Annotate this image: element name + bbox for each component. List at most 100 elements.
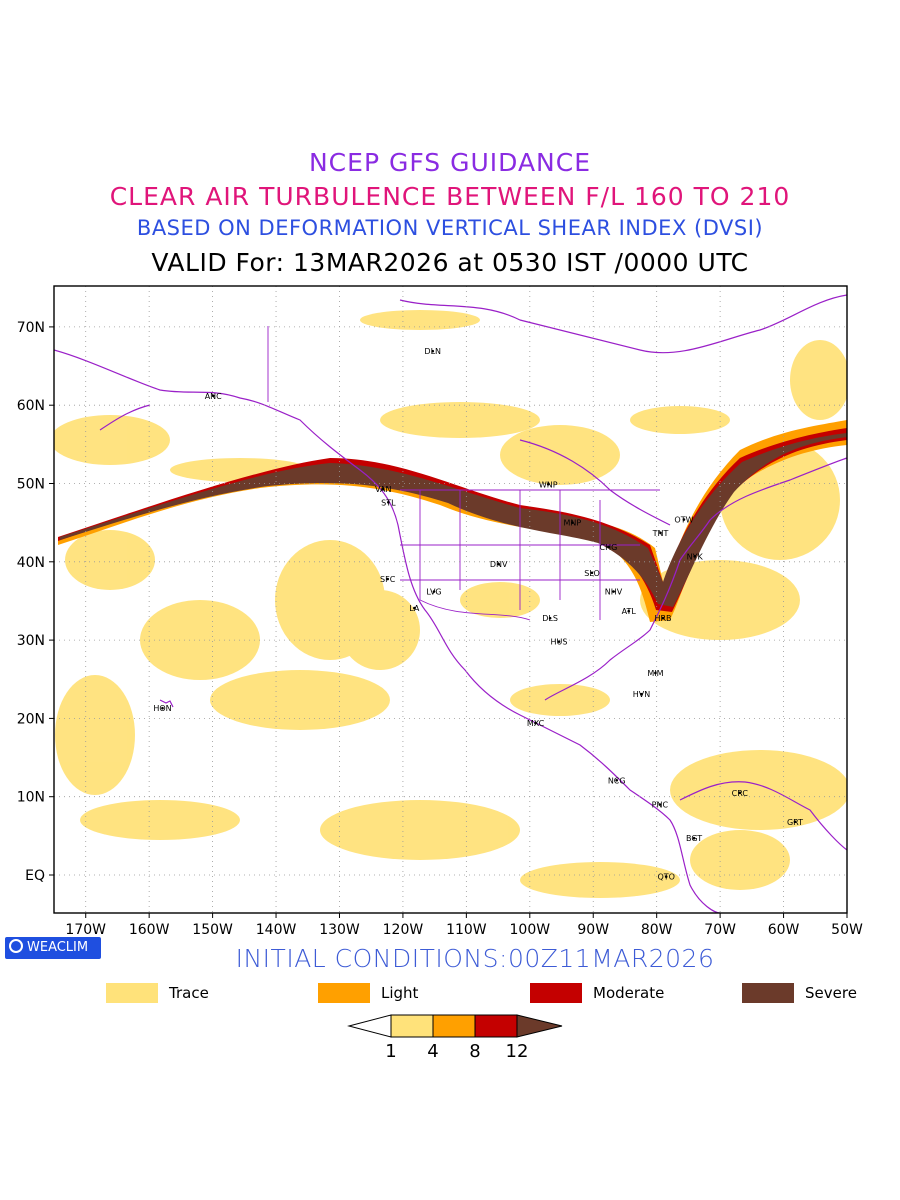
lon-label: 170W	[65, 922, 106, 938]
lon-label: 120W	[383, 922, 424, 938]
city-dot	[387, 500, 390, 504]
city-label-nyk: NYK	[687, 552, 704, 561]
colorbar-lower-arrow	[347, 1014, 392, 1038]
city-dot	[497, 562, 501, 566]
city-label-atl: ATL	[622, 607, 637, 616]
city-dot	[161, 706, 164, 710]
lat-label: 70N	[17, 320, 45, 336]
city-label-slo: SLO	[584, 569, 600, 578]
city-dot	[612, 590, 615, 593]
lon-label: 90W	[577, 922, 609, 938]
legend-swatch	[318, 983, 370, 1003]
map-frame	[53, 285, 848, 914]
lon-label: 150W	[192, 922, 233, 938]
colorbar: 1 4 8 12	[347, 1014, 563, 1062]
city-label-hus: HUS	[551, 638, 568, 647]
city-dot	[413, 606, 416, 610]
valid-time: VALID For: 13MAR2026 at 0530 IST /0000 U…	[151, 248, 749, 277]
city-label-van: VAN	[375, 485, 391, 494]
colorbar-tick: 1	[385, 1041, 396, 1062]
city-label-ncg: NCG	[608, 776, 626, 785]
city-dot	[386, 577, 389, 581]
longitude-labels: 170W 160W 150W 140W 130W 120W 110W 100W 90W 80W 70…	[65, 913, 863, 938]
legend-label: Light	[381, 984, 419, 1002]
weaclim-logo: WEACLIM	[5, 937, 101, 959]
city-label-pnc: PNC	[652, 801, 669, 810]
city-label-mim: MIM	[647, 669, 663, 678]
initial-conditions: INITIAL CONDITIONS:00Z11MAR2026	[235, 944, 715, 973]
logo-ring-icon	[9, 939, 23, 953]
city-dot	[607, 545, 610, 549]
city-label-mnp: MNP	[563, 519, 581, 528]
city-dot	[658, 803, 662, 806]
city-label-hvn: HVN	[633, 690, 650, 699]
city-dot	[431, 349, 435, 353]
city-label-hrb: HRB	[654, 614, 671, 623]
city-dot	[627, 609, 631, 613]
city-dot	[590, 571, 594, 575]
latitude-labels: 70N 60N 50N 40N 30N 20N 10N EQ	[17, 320, 54, 884]
city-dot	[432, 590, 436, 593]
city-label-dnv: DNV	[490, 560, 508, 569]
legend-label: Severe	[805, 984, 857, 1002]
city-label-sfc: SFC	[380, 575, 396, 584]
city-dot	[654, 671, 657, 675]
city-label-dls: DLS	[542, 614, 558, 623]
city-label-lvg: LVG	[426, 588, 441, 597]
borders	[267, 326, 660, 621]
lat-label: EQ	[25, 868, 45, 884]
city-dot	[534, 721, 537, 725]
city-dot	[664, 875, 668, 878]
city-label-wnp: WNP	[539, 480, 558, 489]
lon-label: 80W	[641, 922, 673, 938]
colorbar-moderate	[474, 1014, 518, 1038]
colorbar-upper-arrow	[516, 1014, 563, 1038]
title-line-1: NCEP GFS GUIDANCE	[308, 148, 591, 177]
lon-label: 130W	[319, 922, 360, 938]
city-dot	[640, 692, 643, 696]
lat-label: 20N	[17, 711, 45, 727]
coastlines	[54, 294, 847, 913]
legend-swatch	[530, 983, 582, 1003]
city-dot	[548, 616, 552, 620]
colorbar-light	[432, 1014, 476, 1038]
lon-label: 70W	[704, 922, 736, 938]
lat-label: 50N	[17, 477, 45, 493]
lat-label: 60N	[17, 398, 45, 414]
city-dot	[682, 518, 686, 521]
city-label-bgt: BGT	[686, 834, 702, 843]
lon-label: 50W	[831, 922, 863, 938]
city-label-tnt: TNT	[652, 529, 669, 538]
colorbar-tick: 8	[469, 1041, 480, 1062]
city-labels: DLN ANC VAN STL WNP MNP TNT OTW NYK CHG DNV SFC LVG L…	[153, 347, 803, 881]
city-label-la: LA	[409, 604, 420, 613]
city-dot	[793, 820, 797, 824]
legend-label: Moderate	[593, 984, 665, 1002]
city-dot	[211, 394, 215, 398]
logo-text: WEACLIM	[27, 940, 89, 955]
city-dot	[661, 616, 665, 620]
colorbar-tick: 12	[506, 1041, 529, 1062]
lat-label: 10N	[17, 790, 45, 806]
city-label-crc: CRC	[732, 789, 749, 798]
city-dot	[571, 521, 574, 524]
city-dot	[546, 482, 550, 486]
title-line-3: BASED ON DEFORMATION VERTICAL SHEAR INDE…	[136, 216, 764, 240]
colorbar-trace	[390, 1014, 434, 1038]
city-dot	[659, 531, 662, 535]
turbulence-field	[54, 310, 847, 898]
lat-label: 40N	[17, 555, 45, 571]
lat-label: 30N	[17, 633, 45, 649]
city-dot	[693, 555, 697, 558]
colorbar-tick: 4	[427, 1041, 438, 1062]
city-label-grt: GRT	[787, 818, 803, 827]
city-dot	[381, 487, 385, 491]
city-label-otw: OTW	[674, 516, 693, 525]
city-dot	[738, 791, 742, 795]
legend-label: Trace	[169, 984, 209, 1002]
legend-swatch	[742, 983, 794, 1003]
lon-label: 110W	[446, 922, 487, 938]
lon-label: 100W	[510, 922, 551, 938]
city-label-stl: STL	[381, 498, 396, 507]
title-line-2: CLEAR AIR TURBULENCE BETWEEN F/L 160 TO …	[109, 182, 791, 211]
